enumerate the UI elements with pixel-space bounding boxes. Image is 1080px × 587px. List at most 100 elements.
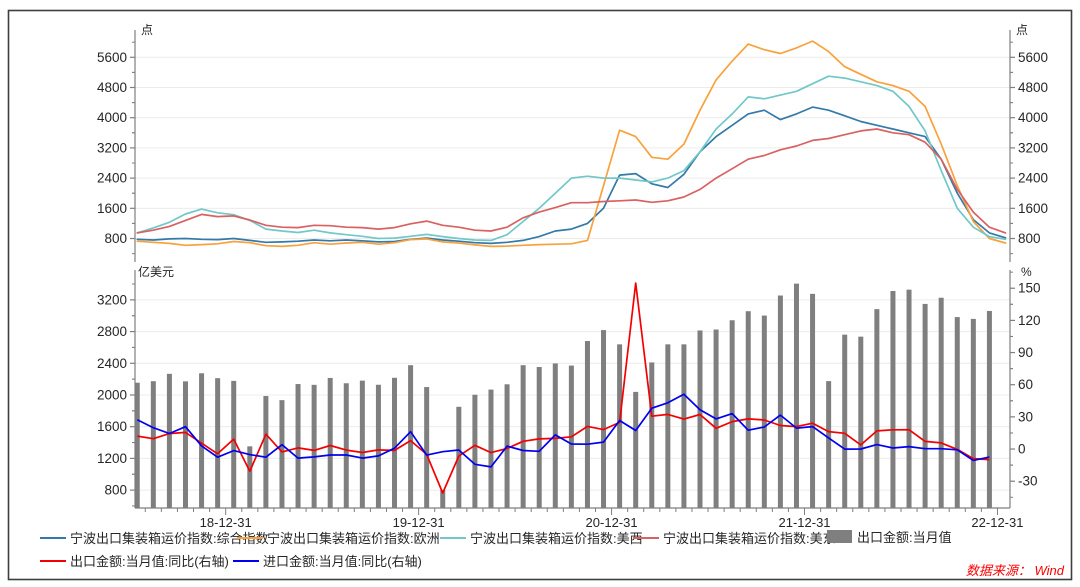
svg-text:800: 800 [104, 231, 127, 246]
svg-text:5600: 5600 [97, 50, 127, 65]
bar [665, 344, 671, 508]
series-us-east [136, 128, 1007, 234]
bar [231, 380, 237, 508]
svg-text:2400: 2400 [1018, 171, 1048, 186]
bar [295, 384, 301, 508]
bar [520, 365, 526, 508]
europe-line-swatch [237, 536, 263, 539]
bar [150, 381, 156, 508]
bar [810, 293, 816, 508]
bar [408, 365, 414, 508]
bar [263, 396, 269, 508]
bar [375, 384, 381, 508]
svg-text:2800: 2800 [97, 324, 127, 339]
top-right-axis-unit: 点 [1016, 23, 1029, 37]
legend-label: 出口金额:当月值 [857, 530, 952, 545]
bar [617, 344, 623, 508]
svg-text:18-12-31: 18-12-31 [200, 515, 252, 530]
svg-text:20-12-31: 20-12-31 [586, 515, 638, 530]
bar [826, 381, 832, 508]
bar [343, 383, 349, 508]
bar [761, 315, 767, 508]
bar [970, 318, 976, 508]
bottom-left-axis: 800 1200 1600 2000 2400 2800 3200 [97, 270, 136, 508]
svg-text:60: 60 [1018, 377, 1033, 392]
bar [279, 400, 285, 508]
svg-text:1600: 1600 [97, 201, 127, 216]
us-west-line-swatch [440, 536, 466, 539]
svg-text:800: 800 [1018, 231, 1041, 246]
bottom-right-axis-unit: % [1021, 265, 1032, 279]
legend-item-export-amount: 出口金额:当月值 [827, 529, 952, 545]
bottom-left-axis-unit: 亿美元 [138, 265, 175, 279]
export-bar-swatch [827, 530, 852, 543]
bar [359, 380, 365, 508]
bar [633, 391, 639, 508]
bar [392, 377, 398, 508]
series-us-west [136, 75, 1007, 242]
x-axis: 18-12-31 19-12-31 20-12-31 21-12-31 22-12-31 [135, 507, 1023, 530]
yoy-lines [136, 282, 990, 494]
data-source-note: 数据来源： Wind [965, 563, 1064, 578]
series-composite [136, 106, 1007, 245]
bar [793, 283, 799, 508]
svg-text:2400: 2400 [97, 171, 127, 186]
svg-text:4800: 4800 [1018, 80, 1048, 95]
bar [777, 295, 783, 508]
svg-text:22-12-31: 22-12-31 [971, 515, 1023, 530]
figure-border [7, 9, 1073, 581]
export-yoy-line-swatch [40, 559, 66, 562]
legend-label: 宁波出口集装箱运价指数:综合指数 [70, 531, 269, 546]
bar [890, 291, 896, 508]
bar [874, 309, 880, 508]
bar [922, 303, 928, 508]
bar [745, 311, 751, 508]
svg-text:90: 90 [1018, 345, 1033, 360]
export-amount-bars [134, 283, 992, 508]
top-left-axis: 800 1600 2400 3200 4000 4800 5600 [97, 30, 136, 262]
freight-index-series [136, 40, 1007, 248]
bar [649, 362, 655, 508]
svg-text:4800: 4800 [97, 80, 127, 95]
bar [842, 334, 848, 508]
bar [584, 341, 590, 508]
bar [858, 336, 864, 508]
bar [166, 373, 172, 508]
bar [247, 446, 253, 508]
bar [986, 310, 992, 508]
bar [472, 394, 478, 508]
svg-text:2000: 2000 [97, 387, 127, 402]
composite-line-swatch [40, 536, 66, 539]
legend-item-us-west: 宁波出口集装箱运价指数:美西 [440, 530, 643, 546]
bar [134, 382, 140, 508]
bar [938, 297, 944, 508]
svg-text:30: 30 [1018, 409, 1033, 424]
svg-text:1600: 1600 [1018, 201, 1048, 216]
legend-label: 宁波出口集装箱运价指数:美西 [470, 531, 643, 546]
series-import-yoy [136, 393, 990, 468]
series-europe [136, 40, 1007, 248]
bar [182, 381, 188, 508]
bar [327, 377, 333, 508]
bar [215, 378, 221, 508]
svg-text:120: 120 [1018, 313, 1041, 328]
svg-text:21-12-31: 21-12-31 [778, 515, 830, 530]
bar [601, 330, 607, 508]
us-east-line-swatch [633, 536, 659, 539]
legend-item-us-east: 宁波出口集装箱运价指数:美东 [633, 530, 836, 546]
bar [440, 490, 446, 508]
legend-label: 宁波出口集装箱运价指数:欧洲 [267, 531, 440, 546]
top-right-axis: 800 1600 2400 3200 4000 4800 5600 [1009, 30, 1048, 262]
bar [697, 330, 703, 508]
bar [199, 373, 205, 508]
svg-text:3200: 3200 [97, 292, 127, 307]
bar [488, 389, 494, 508]
svg-text:5600: 5600 [1018, 50, 1048, 65]
svg-text:3200: 3200 [97, 140, 127, 155]
bar [536, 367, 542, 508]
svg-text:4000: 4000 [1018, 110, 1048, 125]
bar [311, 384, 317, 508]
top-left-axis-unit: 点 [141, 23, 154, 37]
